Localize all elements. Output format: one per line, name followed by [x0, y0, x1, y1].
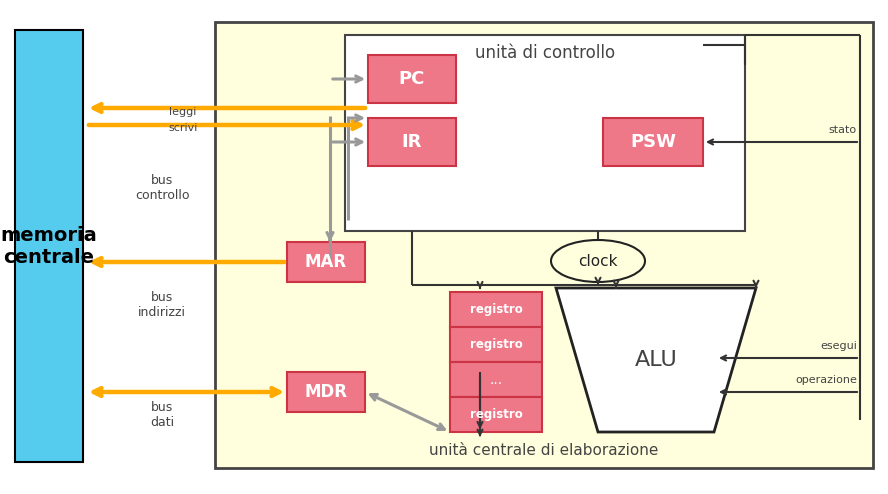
- Text: MDR: MDR: [305, 383, 347, 401]
- Text: ALU: ALU: [635, 350, 678, 370]
- Bar: [368, 55, 456, 103]
- Text: operazione: operazione: [795, 375, 857, 385]
- Ellipse shape: [551, 240, 645, 282]
- Text: unità di controllo: unità di controllo: [475, 44, 615, 62]
- Bar: [345, 35, 745, 231]
- Text: registro: registro: [470, 303, 522, 316]
- Text: IR: IR: [401, 133, 422, 151]
- Text: unità centrale di elaborazione: unità centrale di elaborazione: [429, 443, 659, 457]
- Bar: [450, 397, 542, 432]
- Text: clock: clock: [578, 253, 618, 269]
- Text: stato: stato: [829, 125, 857, 135]
- Text: bus
indirizzi: bus indirizzi: [138, 291, 186, 319]
- Text: MAR: MAR: [305, 253, 347, 271]
- Bar: [450, 362, 542, 397]
- Text: memoria
centrale: memoria centrale: [1, 225, 98, 266]
- Bar: [15, 30, 83, 462]
- Text: PSW: PSW: [630, 133, 676, 151]
- Text: registro: registro: [470, 408, 522, 421]
- Bar: [287, 372, 365, 412]
- Bar: [450, 292, 542, 327]
- Bar: [450, 327, 542, 362]
- Bar: [603, 118, 703, 166]
- Bar: [287, 242, 365, 282]
- Text: scrivi: scrivi: [169, 123, 198, 133]
- Polygon shape: [556, 288, 756, 432]
- Text: bus
dati: bus dati: [150, 401, 174, 429]
- Bar: [215, 22, 873, 468]
- Text: PC: PC: [399, 70, 425, 88]
- Text: ...: ...: [489, 372, 503, 386]
- Text: esegui: esegui: [821, 341, 857, 351]
- Bar: [368, 118, 456, 166]
- Text: bus
controllo: bus controllo: [135, 174, 189, 202]
- Text: leggi: leggi: [170, 107, 196, 117]
- Text: registro: registro: [470, 338, 522, 351]
